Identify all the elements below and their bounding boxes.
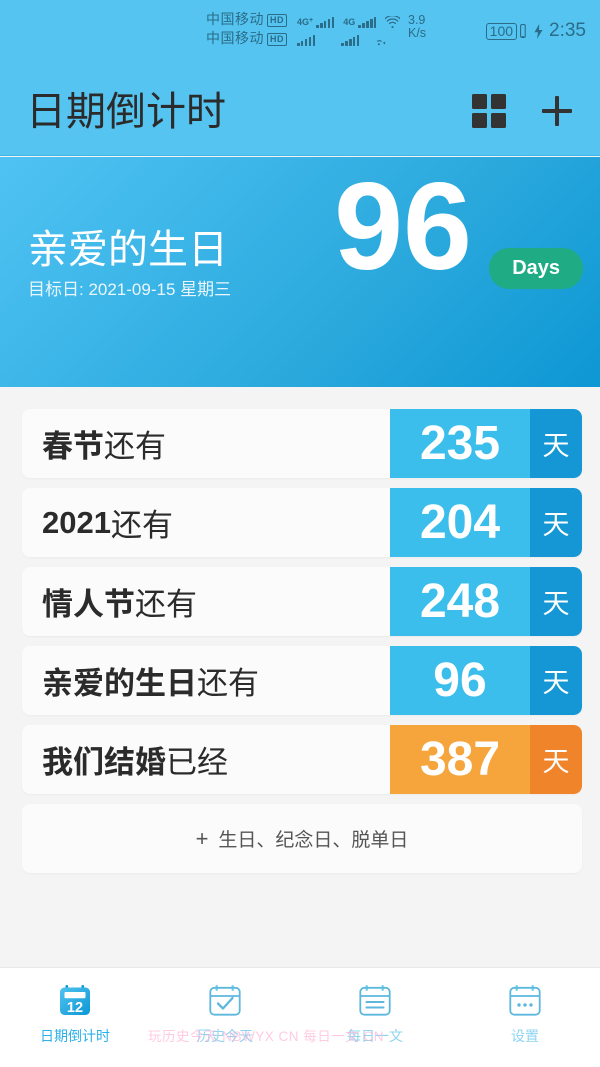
svg-text:12: 12 <box>67 1000 83 1016</box>
